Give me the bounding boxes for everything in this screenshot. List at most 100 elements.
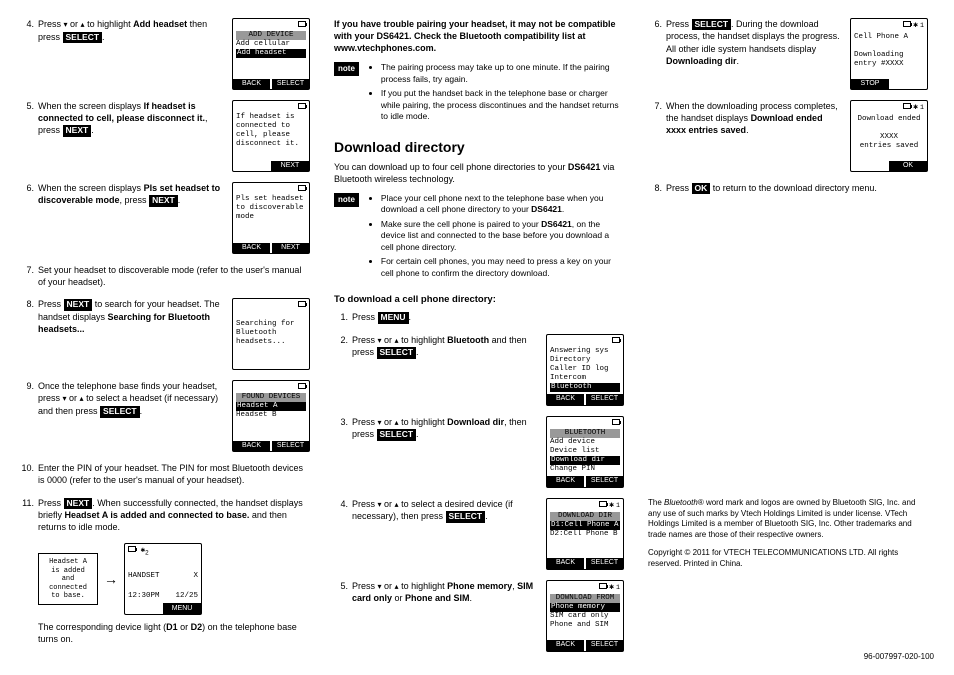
t: .	[91, 125, 94, 135]
battery-icon	[298, 383, 306, 389]
softkey: BACK	[233, 243, 270, 253]
softkey: SELECT	[272, 79, 309, 89]
phone-screen: Answering sys Directory Caller ID log In…	[546, 334, 624, 406]
step-text: Press SELECT. During the download proces…	[666, 18, 844, 67]
t: Press	[352, 581, 378, 591]
step-num: 9.	[20, 380, 38, 452]
line-hl: Download dir	[550, 456, 620, 465]
screen-title: DOWNLOAD DIR	[550, 512, 620, 521]
dl-step-3: 3. Press ▾ or ▴ to highlight Download di…	[334, 416, 624, 488]
bold: Download dir	[447, 417, 504, 427]
t: .	[409, 312, 412, 322]
phone-screen: FOUND DEVICES Headset A Headset B BACKSE…	[232, 380, 310, 452]
t: or	[382, 499, 395, 509]
copyright: Copyright © 2011 for VTECH TELECOMMUNICA…	[648, 548, 928, 570]
bold: DS6421	[568, 162, 601, 172]
softkey: NEXT	[271, 161, 309, 171]
t: Place your cell phone next to the teleph…	[381, 193, 604, 214]
line: SIM card only	[550, 612, 609, 620]
step-num: 5.	[334, 580, 352, 652]
step-text: Set your headset to discoverable mode (r…	[38, 264, 310, 288]
note-body: The pairing process may take up to one m…	[367, 62, 624, 125]
step-text: Press ▾ or ▴ to highlight Download dir, …	[352, 416, 540, 441]
line: Device list	[550, 447, 600, 455]
phone-screen: ✱1 DOWNLOAD DIR D1:Cell Phone A D2:Cell …	[546, 498, 624, 570]
note-tag: note	[334, 62, 359, 76]
t: or	[178, 622, 191, 632]
t: to highlight	[399, 581, 448, 591]
date: 12/25	[175, 591, 198, 601]
next-button: NEXT	[149, 195, 178, 206]
line: D2:Cell Phone B	[550, 530, 618, 538]
step-num: 4.	[334, 498, 352, 570]
line: Download ended	[857, 115, 920, 123]
time: 12:30PM	[128, 591, 160, 601]
x: X	[193, 571, 198, 581]
screen-title: FOUND DEVICES	[236, 393, 306, 402]
line: Add device	[550, 438, 595, 446]
phone-screen: ✱1 Cell Phone A Downloading entry #XXXX …	[850, 18, 928, 90]
phone-screen: Pls set headset to discoverable mode BAC…	[232, 182, 310, 254]
warning-text: If you have trouble pairing your headset…	[334, 18, 624, 54]
select-button: SELECT	[100, 406, 140, 417]
step-text: Press ▾ or ▴ to highlight Add headset th…	[38, 18, 226, 43]
t: , press	[120, 195, 150, 205]
battery-icon	[903, 103, 911, 109]
t: to highlight	[399, 417, 448, 427]
caption: The corresponding device light (D1 or D2…	[38, 621, 310, 645]
menu-button: MENU	[378, 312, 409, 323]
battery-icon	[612, 337, 620, 343]
t: to return to the download directory menu…	[710, 183, 877, 193]
dl-step-6: 6. Press SELECT. During the download pro…	[648, 18, 928, 90]
dl-step-8: 8. Press OK to return to the download di…	[648, 182, 928, 194]
ok-button: OK	[692, 183, 711, 194]
bold: Headset A is added and connected to base…	[65, 510, 250, 520]
battery-icon	[599, 583, 607, 589]
screen-title: DOWNLOAD FROM	[550, 594, 620, 603]
line: Add cellular	[236, 40, 290, 48]
bt-icon: ✱	[913, 21, 918, 31]
msg-box: Headset A is added and connected to base…	[38, 553, 98, 605]
trademark-footer: The Bluetooth® word mark and logos are o…	[648, 498, 928, 540]
t: .	[178, 195, 181, 205]
line: Pls set headset	[236, 195, 304, 203]
t: The corresponding device light (	[38, 622, 166, 632]
line: Caller ID log	[550, 365, 609, 373]
bt-icon: ✱	[609, 583, 614, 593]
line: cell, please	[236, 131, 290, 139]
step-text: Enter the PIN of your headset. The PIN f…	[38, 462, 310, 486]
step-text: When the screen displays If headset is c…	[38, 100, 226, 137]
note-item: For certain cell phones, you may need to…	[381, 256, 624, 279]
softkey: NEXT	[272, 243, 309, 253]
line: Change PIN	[550, 465, 595, 473]
line-hl: Bluetooth	[550, 383, 620, 392]
step-num: 7.	[20, 264, 38, 288]
dl-step-5: 5. Press ▾ or ▴ to highlight Phone memor…	[334, 580, 624, 652]
t: Press	[352, 312, 378, 322]
step-4: 4. Press ▾ or ▴ to highlight Add headset…	[20, 18, 310, 90]
page-columns: 4. Press ▾ or ▴ to highlight Add headset…	[20, 18, 934, 662]
section-heading: Download directory	[334, 138, 624, 157]
t: Press	[352, 335, 378, 345]
softkey: BACK	[547, 558, 584, 568]
bold: Phone and SIM	[405, 593, 470, 603]
phone-screen: ADD DEVICE Add cellular Add headset BACK…	[232, 18, 310, 90]
t: to highlight	[399, 335, 448, 345]
t: .	[470, 593, 473, 603]
line: entry #XXXX	[854, 60, 904, 68]
step-num: 4.	[20, 18, 38, 90]
step-num: 5.	[20, 100, 38, 172]
step-num: 6.	[20, 182, 38, 254]
step-num: 11.	[20, 497, 38, 534]
line: mode	[236, 213, 254, 221]
screen-title: BLUETOOTH	[550, 429, 620, 438]
t: .	[102, 32, 105, 42]
t: Press	[38, 498, 64, 508]
step-num: 3.	[334, 416, 352, 488]
softkey: BACK	[233, 79, 270, 89]
note-block: note Place your cell phone next to the t…	[334, 193, 624, 282]
phone-screen: ✱1 Download ended XXXX entries saved OK	[850, 100, 928, 172]
step-9: 9. Once the telephone base finds your he…	[20, 380, 310, 452]
t: or	[382, 581, 395, 591]
t: .	[140, 406, 143, 416]
